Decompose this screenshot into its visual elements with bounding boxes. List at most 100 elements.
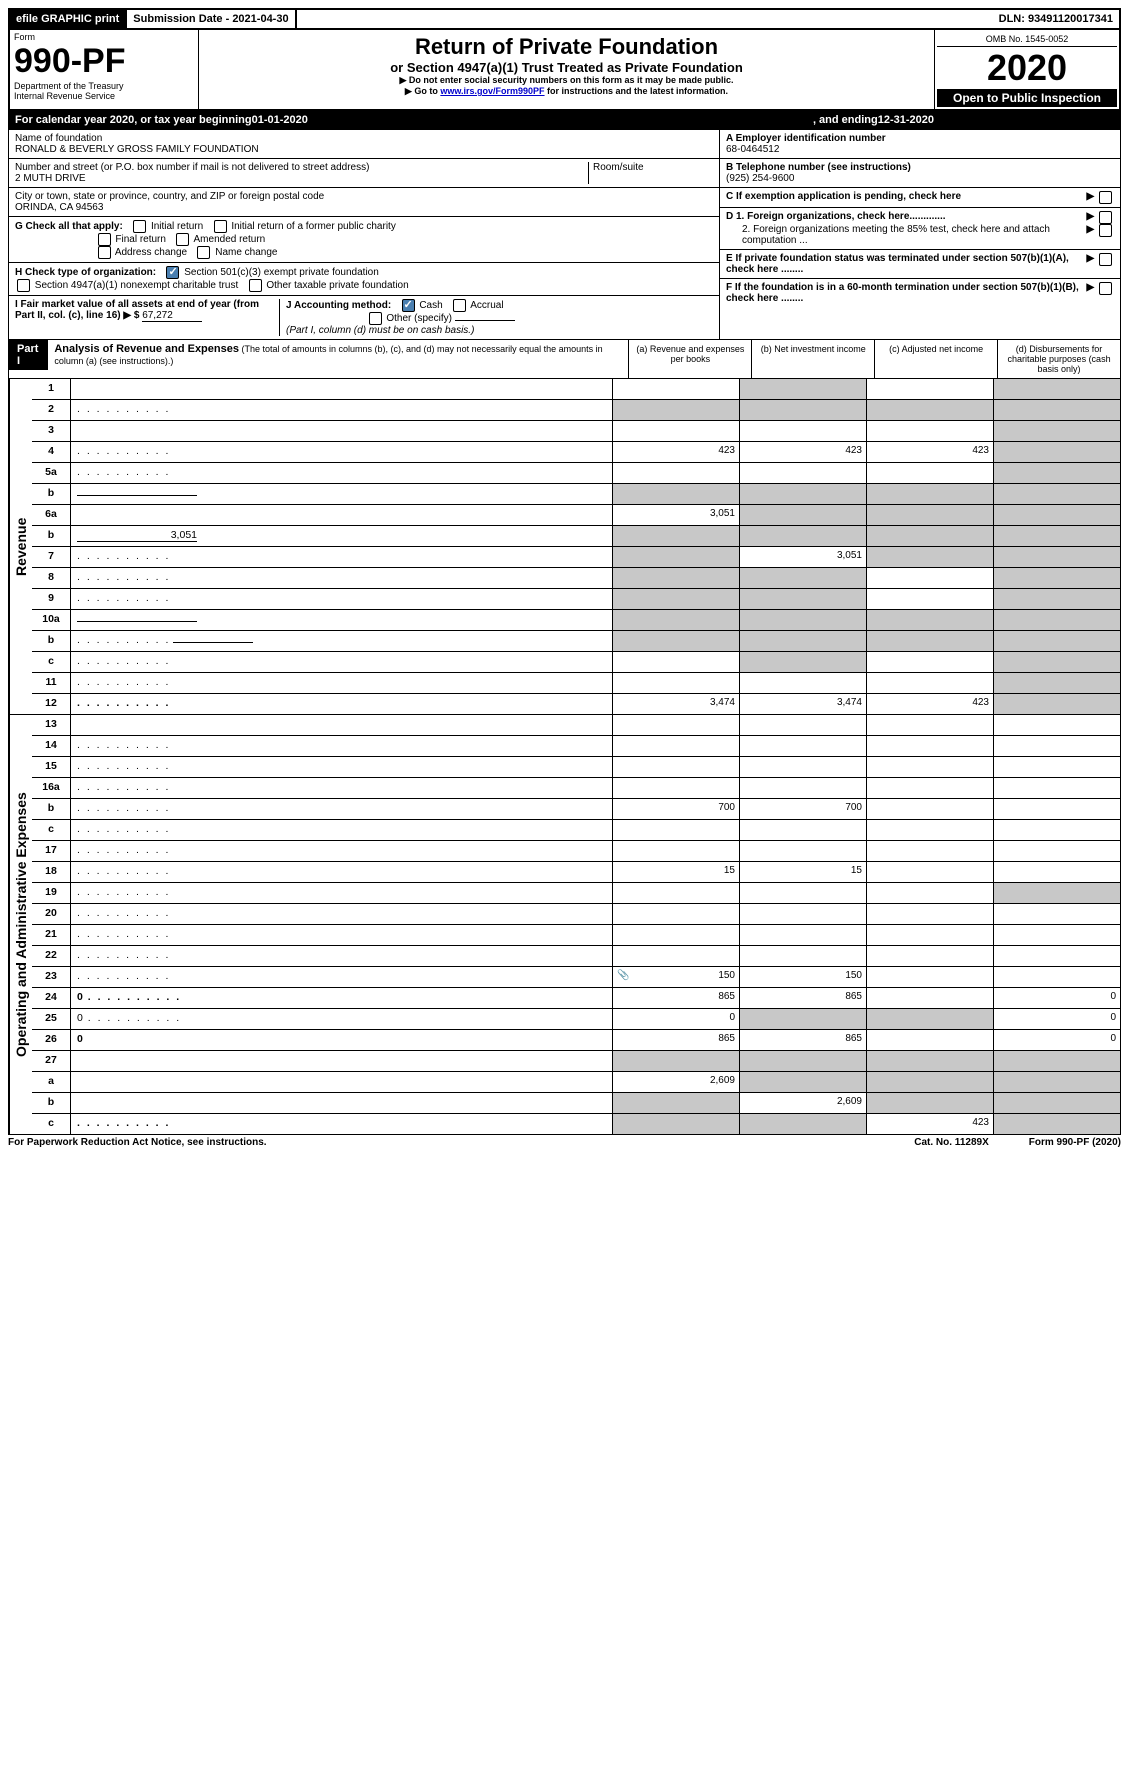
col-b: (b) Net investment income <box>751 340 874 378</box>
table-row: 14 <box>32 736 1120 757</box>
calyear-mid: , and ending <box>813 114 878 126</box>
value-cell-a <box>612 715 739 735</box>
table-row: b <box>32 484 1120 505</box>
a-label: A Employer identification number <box>726 133 1114 144</box>
line-description: 0 <box>71 988 612 1008</box>
table-row: b700700 <box>32 799 1120 820</box>
value-cell-d <box>993 673 1120 693</box>
value-cell-d <box>993 484 1120 504</box>
calyear-pre: For calendar year 2020, or tax year begi… <box>15 114 252 126</box>
line-description <box>71 1114 612 1134</box>
value-cell-d <box>993 1093 1120 1113</box>
other-specify <box>455 320 515 321</box>
check-cash[interactable] <box>402 299 415 312</box>
line-number: 25 <box>32 1009 71 1029</box>
line-number: b <box>32 1093 71 1113</box>
check-4947[interactable] <box>17 279 30 292</box>
value-cell-c <box>866 673 993 693</box>
lbl-4947: Section 4947(a)(1) nonexempt charitable … <box>35 280 238 291</box>
value-cell-a <box>612 757 739 777</box>
name-label: Name of foundation <box>15 133 713 144</box>
line-description <box>71 883 612 903</box>
addr-label: Number and street (or P.O. box number if… <box>15 162 588 173</box>
check-namechange[interactable] <box>197 246 210 259</box>
calyear-end: 12-31-2020 <box>878 114 934 126</box>
check-final[interactable] <box>98 233 111 246</box>
j-label: J Accounting method: <box>286 300 391 311</box>
value-cell-b <box>739 925 866 945</box>
value-cell-d <box>993 820 1120 840</box>
value-cell-d <box>993 736 1120 756</box>
addr-cell: Number and street (or P.O. box number if… <box>9 159 719 188</box>
efile-label: efile GRAPHIC print <box>10 10 127 28</box>
check-initial-former[interactable] <box>214 220 227 233</box>
value-cell-d <box>993 526 1120 546</box>
line-description <box>71 484 612 504</box>
value-cell-d <box>993 694 1120 714</box>
check-e[interactable] <box>1099 253 1112 266</box>
value-cell-c <box>866 1051 993 1071</box>
value-cell-c <box>866 421 993 441</box>
entity-info: Name of foundation RONALD & BEVERLY GROS… <box>8 130 1121 340</box>
value-cell-a <box>612 568 739 588</box>
check-accrual[interactable] <box>453 299 466 312</box>
form-header: Form 990-PF Department of the Treasury I… <box>8 30 1121 111</box>
expense-rows: 13141516ab700700c171815151920212223📎1501… <box>32 715 1120 1134</box>
check-other-method[interactable] <box>369 312 382 325</box>
table-row: c <box>32 820 1120 841</box>
expenses-section: Operating and Administrative Expenses 13… <box>8 715 1121 1135</box>
value-cell-d <box>993 442 1120 462</box>
check-501c3[interactable] <box>166 266 179 279</box>
value-cell-d <box>993 652 1120 672</box>
check-d1[interactable] <box>1099 211 1112 224</box>
line-number: 24 <box>32 988 71 1008</box>
d2-label: 2. Foreign organizations meeting the 85%… <box>726 224 1087 246</box>
value-cell-a <box>612 925 739 945</box>
value-cell-a: 3,051 <box>612 505 739 525</box>
line-description <box>71 841 612 861</box>
line-description <box>71 799 612 819</box>
check-amended[interactable] <box>176 233 189 246</box>
check-d2[interactable] <box>1099 224 1112 237</box>
value-cell-a: 2,609 <box>612 1072 739 1092</box>
value-cell-c <box>866 589 993 609</box>
value-cell-d <box>993 547 1120 567</box>
value-cell-b: 865 <box>739 1030 866 1050</box>
value-cell-b <box>739 421 866 441</box>
line-number: c <box>32 1114 71 1134</box>
value-cell-b <box>739 526 866 546</box>
value-cell-d <box>993 946 1120 966</box>
line-number: 16a <box>32 778 71 798</box>
check-other-tax[interactable] <box>249 279 262 292</box>
check-c[interactable] <box>1099 191 1112 204</box>
value-cell-d <box>993 568 1120 588</box>
value-cell-d <box>993 589 1120 609</box>
footer-mid: Cat. No. 11289X <box>914 1137 988 1148</box>
check-f[interactable] <box>1099 282 1112 295</box>
value-cell-c <box>866 631 993 651</box>
check-address[interactable] <box>98 246 111 259</box>
room-label: Room/suite <box>588 162 713 184</box>
line-description <box>71 652 612 672</box>
check-initial[interactable] <box>133 220 146 233</box>
lbl-accrual: Accrual <box>470 300 503 311</box>
line-number: 17 <box>32 841 71 861</box>
value-cell-b: 150 <box>739 967 866 987</box>
value-cell-a <box>612 820 739 840</box>
line-description: 3,051 <box>71 526 612 546</box>
lbl-amended: Amended return <box>194 234 266 245</box>
i-val: 67,272 <box>142 310 202 322</box>
dln: DLN: 93491120017341 <box>993 10 1119 28</box>
value-cell-b <box>739 820 866 840</box>
value-cell-c <box>866 988 993 1008</box>
line-number: 8 <box>32 568 71 588</box>
page-footer: For Paperwork Reduction Act Notice, see … <box>8 1135 1121 1148</box>
value-cell-b: 2,609 <box>739 1093 866 1113</box>
irs-link[interactable]: www.irs.gov/Form990PF <box>440 86 544 96</box>
value-cell-c <box>866 1009 993 1029</box>
note-ssn: ▶ Do not enter social security numbers o… <box>203 75 930 86</box>
line-description <box>71 1093 612 1113</box>
g-label: G Check all that apply: <box>15 221 123 232</box>
form-title: Return of Private Foundation <box>203 34 930 60</box>
value-cell-b: 15 <box>739 862 866 882</box>
